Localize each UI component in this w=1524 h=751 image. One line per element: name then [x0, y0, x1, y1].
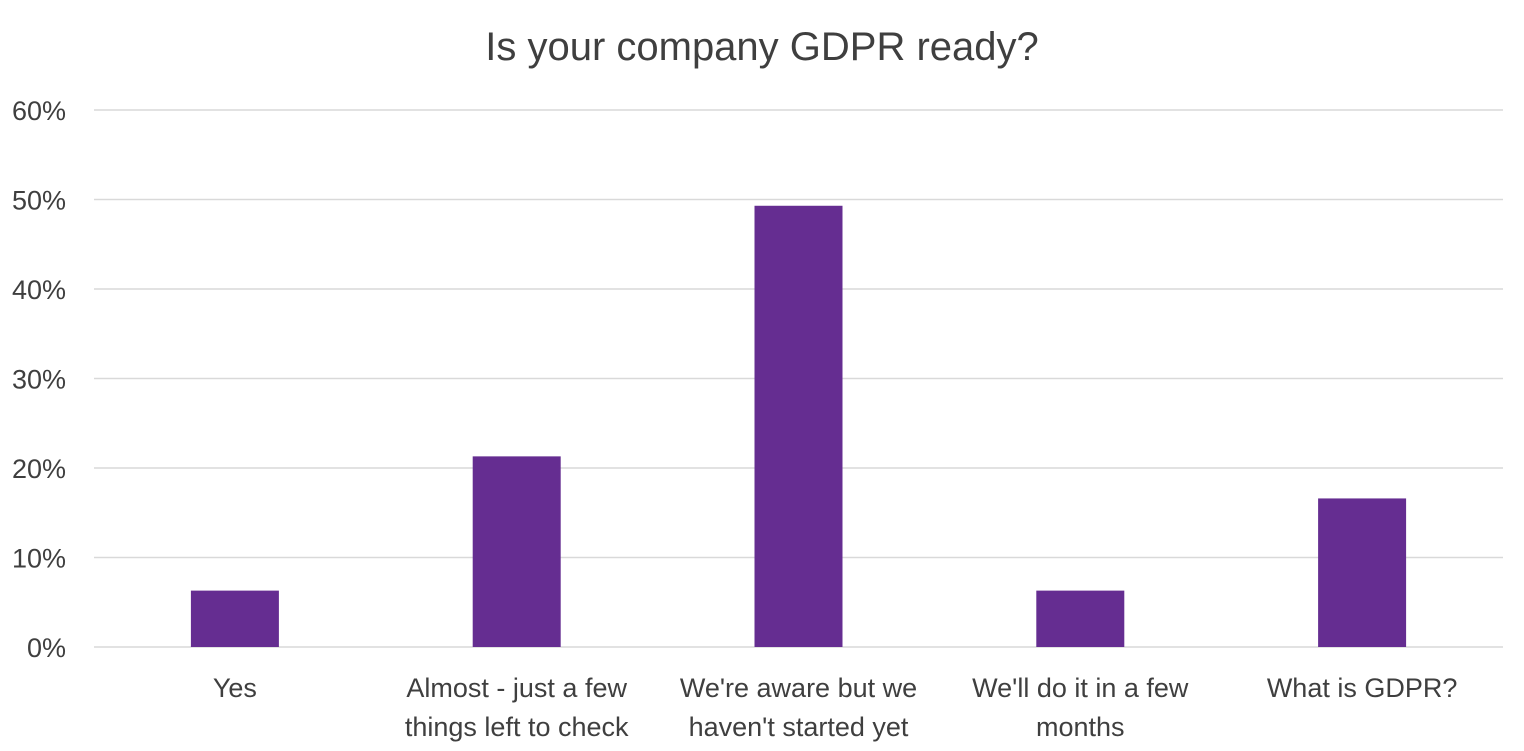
bar — [1318, 498, 1407, 647]
bars — [190, 205, 1407, 647]
x-axis-category-labels: Yes Almost - just a few things left to che… — [213, 673, 1457, 742]
x-category-label: We're aware but we — [680, 673, 917, 703]
y-tick-label: 50% — [12, 186, 66, 216]
bar — [754, 205, 843, 647]
y-tick-label: 20% — [12, 454, 66, 484]
bar — [472, 456, 561, 647]
bar — [1036, 590, 1125, 647]
x-category-label: What is GDPR? — [1267, 673, 1458, 703]
chart-title: Is your company GDPR ready? — [485, 25, 1039, 69]
x-category-label: haven't started yet — [689, 712, 909, 742]
y-axis-tick-labels: 0% 10% 20% 30% 40% 50% 60% — [12, 96, 66, 663]
y-tick-label: 60% — [12, 96, 66, 126]
y-tick-label: 10% — [12, 544, 66, 574]
x-category-label: Yes — [213, 673, 257, 703]
bar — [190, 590, 279, 647]
y-tick-label: 40% — [12, 275, 66, 305]
x-category-label: months — [1036, 712, 1125, 742]
x-category-label: We'll do it in a few — [972, 673, 1189, 703]
y-tick-label: 30% — [12, 365, 66, 395]
x-category-label: things left to check — [405, 712, 629, 742]
y-tick-label: 0% — [27, 633, 66, 663]
x-category-label: Almost - just a few — [406, 673, 627, 703]
